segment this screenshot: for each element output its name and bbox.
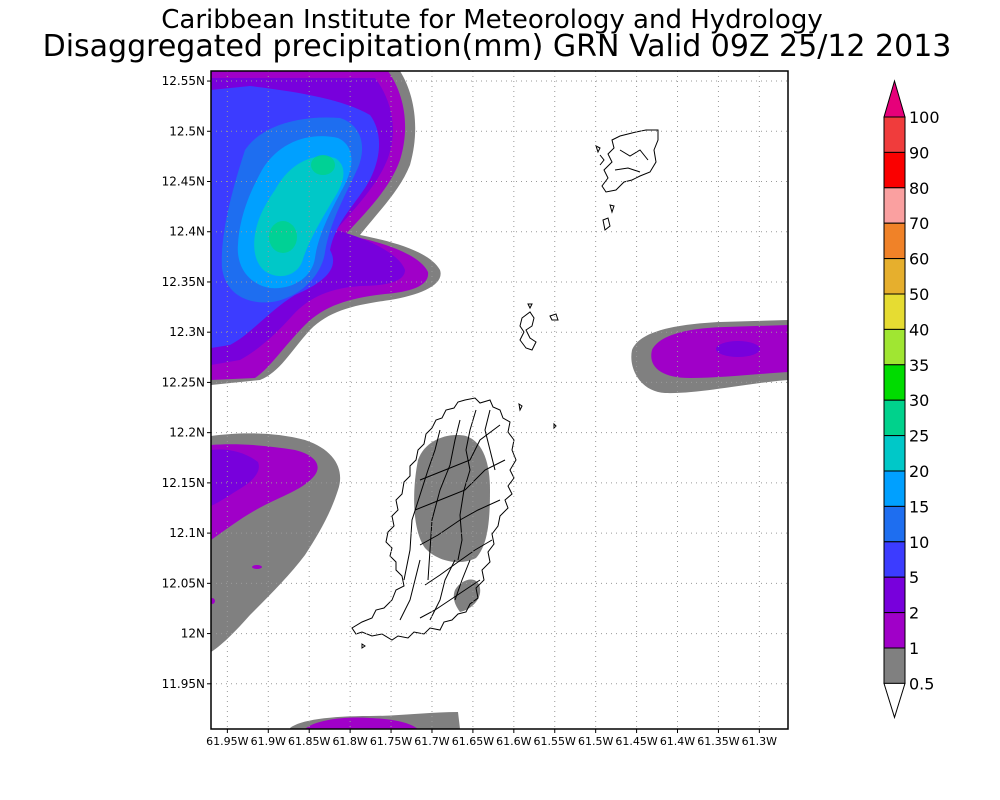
y-tick-label: 12.15N [162, 476, 205, 490]
colorbar-label: 5 [909, 568, 919, 587]
latitude-axis: 12.55N 12.5N 12.45N 12.4N 12.35N 12.3N 12.25N 1… [162, 74, 211, 691]
colorbar-band [883, 505, 906, 543]
x-tick-label: 61.35W [697, 735, 739, 748]
y-tick-label: 12N [181, 627, 205, 641]
x-tick-label: 61.95W [206, 735, 248, 748]
y-tick-label: 12.55N [162, 74, 205, 88]
colorbar-band [883, 647, 906, 684]
x-tick-label: 61.3W [742, 735, 777, 748]
colorbar-label: 30 [909, 391, 929, 410]
colorbar-label: 40 [909, 320, 929, 339]
colorbar-label: 50 [909, 285, 929, 304]
colorbar-label: 25 [909, 427, 929, 446]
precip-field-grenada [414, 435, 490, 612]
colorbar-band [883, 151, 906, 189]
plot-frame [210, 70, 789, 730]
x-tick-label: 61.5W [578, 735, 613, 748]
title-product: Disaggregated precipitation(mm) GRN Vali… [43, 29, 952, 64]
colorbar-band [883, 116, 906, 153]
colorbar-label: 1 [909, 639, 919, 658]
colorbar-label: 90 [909, 143, 929, 162]
colorbar-band [883, 541, 906, 578]
precip-field-south [290, 712, 460, 729]
x-tick-label: 61.65W [452, 735, 494, 748]
x-tick-label: 61.4W [660, 735, 695, 748]
colorbar-band [883, 399, 906, 437]
y-tick-label: 12.5N [169, 124, 205, 138]
colorbar-label: 80 [909, 179, 929, 198]
colorbar-band [883, 576, 906, 614]
map-gridlines [211, 71, 788, 729]
x-tick-label: 61.9W [251, 735, 286, 748]
colorbar-top-arrow [883, 79, 906, 118]
colorbar-band [883, 328, 906, 366]
x-tick-label: 61.6W [496, 735, 531, 748]
colorbar-label: 0.5 [909, 674, 934, 693]
colorbar-band [883, 612, 906, 649]
y-tick-label: 12.4N [169, 225, 205, 239]
colorbar-label: 20 [909, 462, 929, 481]
title-institute: Caribbean Institute for Meteorology and … [161, 5, 822, 35]
small-islands [361, 303, 559, 649]
longitude-axis: 61.95W 61.9W 61.85W 61.8W 61.75W 61.7W 61.65W 6… [206, 729, 777, 748]
colorbar-band [883, 293, 906, 330]
precip-field-east [631, 320, 788, 394]
x-tick-label: 61.55W [534, 735, 576, 748]
colorbar-band [883, 435, 906, 472]
colorbar-band [883, 364, 906, 401]
x-tick-label: 61.45W [615, 735, 657, 748]
y-tick-label: 12.25N [162, 375, 205, 389]
y-tick-label: 12.35N [162, 275, 205, 289]
x-tick-label: 61.85W [288, 735, 330, 748]
x-tick-label: 61.8W [332, 735, 367, 748]
precip-field-southwest [211, 433, 341, 652]
y-tick-label: 11.95N [162, 677, 205, 691]
colorbar-band [883, 222, 906, 260]
y-tick-label: 12.3N [169, 325, 205, 339]
x-tick-label: 61.7W [414, 735, 449, 748]
colorbar-label: 60 [909, 250, 929, 269]
y-tick-label: 12.1N [169, 526, 205, 540]
plot-area [211, 71, 788, 729]
colorbar-label: 35 [909, 356, 929, 375]
x-tick-label: 61.75W [370, 735, 412, 748]
y-tick-label: 12.45N [162, 175, 205, 189]
colorbar-bottom-arrow [883, 682, 906, 720]
y-tick-label: 12.2N [169, 426, 205, 440]
colorbar-label: 2 [909, 604, 919, 623]
y-tick-label: 12.05N [162, 576, 205, 590]
colorbar-label: 100 [909, 108, 940, 127]
colorbar-band [883, 470, 906, 507]
colorbar-label: 15 [909, 497, 929, 516]
colorbar-band [883, 187, 906, 224]
colorbar-label: 70 [909, 214, 929, 233]
colorbar-label: 10 [909, 533, 929, 552]
colorbar-band [883, 258, 906, 295]
precip-field-northwest [211, 71, 441, 385]
